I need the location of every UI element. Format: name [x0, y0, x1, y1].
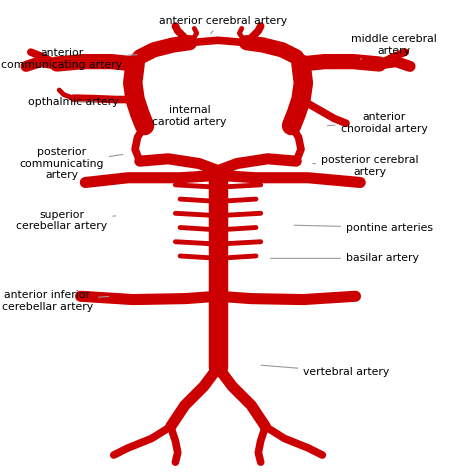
Text: middle cerebral
artery: middle cerebral artery [351, 34, 436, 59]
Text: pontine arteries: pontine arteries [294, 222, 433, 233]
Text: superior
cerebellar artery: superior cerebellar artery [16, 210, 116, 231]
Text: anterior inferior
cerebellar artery: anterior inferior cerebellar artery [2, 290, 109, 312]
Text: anterior
choroidal artery: anterior choroidal artery [328, 112, 428, 134]
Text: internal
carotid artery: internal carotid artery [153, 105, 227, 127]
Text: basilar artery: basilar artery [271, 253, 419, 264]
Text: anterior cerebral artery: anterior cerebral artery [159, 16, 287, 34]
Text: posterior
communicating
artery: posterior communicating artery [19, 147, 123, 180]
Text: posterior cerebral
artery: posterior cerebral artery [313, 155, 419, 177]
Text: anterior
communicating artery: anterior communicating artery [1, 48, 137, 70]
Text: opthalmic artery: opthalmic artery [28, 97, 119, 107]
Text: vertebral artery: vertebral artery [261, 365, 390, 377]
